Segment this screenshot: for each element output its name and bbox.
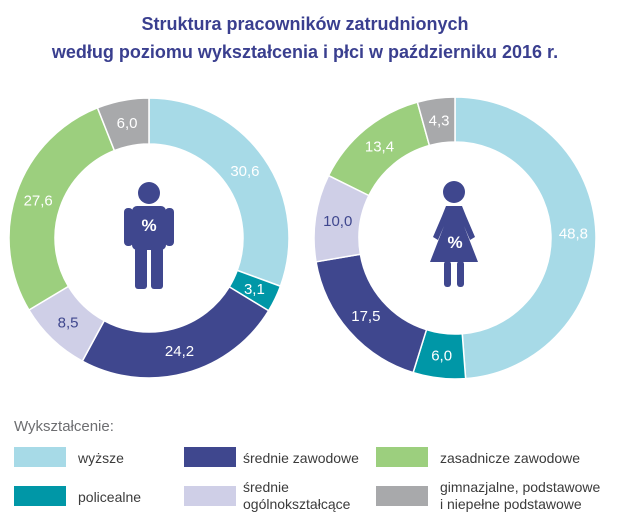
male-icon — [124, 182, 174, 289]
legend-swatch-srednie-zawodowe — [184, 447, 236, 467]
legend-label-gimnazjalne-line-1: gimnazjalne, podstawowe — [440, 479, 601, 495]
legend-label-srednie-ogolnoksztalcace-line-1: średnie — [243, 479, 289, 495]
legend-swatch-policealne — [14, 486, 66, 506]
legend-label-wyzsze: wyższe — [78, 450, 124, 466]
donut-women: 48,8 6,0 17,5 10,0 13,4 4,3 — [313, 96, 597, 380]
men-label-wyzsze: 30,6 — [230, 163, 259, 180]
female-percent-label: % — [447, 233, 462, 252]
legend-label-policealne: policealne — [78, 489, 142, 505]
legend-swatch-wyzsze — [14, 447, 66, 467]
male-percent-label: % — [141, 216, 156, 235]
men-slice-gimnazjalne — [96, 97, 150, 152]
women-slice-wyzsze — [454, 96, 597, 380]
legend-swatch-zasadnicze-zawodowe — [376, 447, 428, 467]
women-label-srednie-ogolnoksztalcace: 10,0 — [323, 213, 352, 230]
women-label-wyzsze: 48,8 — [559, 226, 588, 243]
men-label-policealne: 3,1 — [244, 281, 265, 298]
legend-label-srednie-ogolnoksztalcace-line-2: ogólnokształcące — [243, 496, 351, 512]
women-label-policealne: 6,0 — [431, 348, 452, 365]
legend-label-zasadnicze-zawodowe: zasadnicze zawodowe — [440, 450, 581, 466]
men-label-srednie-ogolnoksztalcace: 8,5 — [58, 315, 79, 332]
men-slice-wyzsze — [148, 97, 290, 288]
women-label-srednie-zawodowe: 17,5 — [351, 308, 380, 325]
donut-men: 30,6 3,1 24,2 8,5 27,6 6,0 — [8, 97, 290, 379]
legend-swatch-gimnazjalne — [376, 486, 428, 506]
women-label-zasadnicze-zawodowe: 13,4 — [365, 139, 394, 156]
women-slice-gimnazjalne — [416, 96, 456, 147]
men-label-gimnazjalne: 6,0 — [117, 115, 138, 132]
legend-label-gimnazjalne-line-2: i niepełne podstawowe — [440, 496, 582, 512]
legend-swatch-srednie-ogolnoksztalcace — [184, 486, 236, 506]
women-label-gimnazjalne: 4,3 — [429, 113, 450, 130]
female-icon — [430, 181, 478, 287]
chart-title-line-1: Struktura pracowników zatrudnionych — [141, 14, 468, 34]
men-label-srednie-zawodowe: 24,2 — [165, 343, 194, 360]
chart-title-line-2: według poziomu wykształcenia i płci w pa… — [51, 42, 558, 62]
legend-title: Wykształcenie: — [14, 418, 114, 435]
men-label-zasadnicze-zawodowe: 27,6 — [24, 192, 53, 209]
legend-label-srednie-zawodowe: średnie zawodowe — [243, 450, 359, 466]
